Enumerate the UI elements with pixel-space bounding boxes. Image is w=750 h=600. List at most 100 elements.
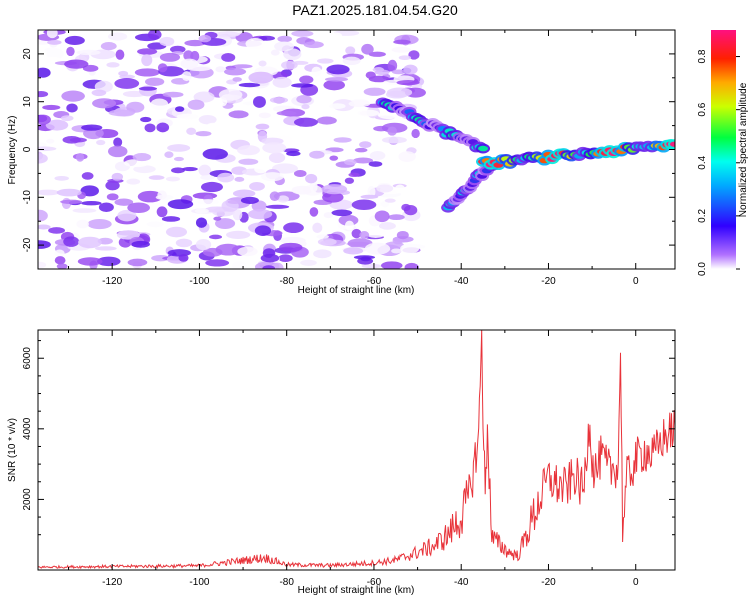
spectrogram-noise-cell: [46, 30, 58, 39]
spectrogram-noise-cell: [156, 206, 168, 218]
spectrogram-noise-cell: [368, 51, 386, 57]
spectrogram-noise-cell: [274, 41, 295, 52]
spectrogram-noise-cell: [126, 178, 141, 185]
spectrogram-noise-cell: [353, 157, 374, 164]
spectrogram-noise-cell: [134, 68, 160, 77]
snr-xtick-label: -40: [454, 577, 469, 588]
spectrogram-noise-cell: [361, 43, 374, 55]
spectrogram-noise-cell: [217, 172, 235, 183]
spectrogram-noise-cell: [106, 193, 119, 201]
spectrogram-noise-cell: [248, 71, 274, 84]
spectrogram-noise-cell: [238, 82, 261, 88]
spectrogram-noise-cell: [293, 117, 318, 127]
spectrogram-noise-cell: [351, 228, 362, 239]
spectrogram-noise-cell: [146, 221, 164, 228]
spectrogram-noise-cell: [316, 234, 329, 239]
spectrogram-noise-cell: [150, 98, 169, 111]
spectrogram-noise-cell: [411, 128, 420, 139]
spectrogram-noise-cell: [368, 161, 383, 167]
spectrogram-noise-cell: [374, 210, 390, 223]
spectrogram-noise-cell: [381, 136, 407, 144]
spectrogram-noise-cell: [398, 55, 412, 61]
spectrogram-noise-cell: [300, 259, 317, 266]
spectrogram-noise-cell: [227, 199, 242, 204]
spectrogram-noise-cell: [258, 112, 271, 119]
spectrogram-noise-cell: [200, 181, 223, 193]
spectrogram-noise-cell: [64, 59, 89, 69]
snr-series-line: [38, 330, 675, 570]
spectrogram-noise-cell: [183, 50, 194, 61]
spectrogram-noise-cell: [54, 256, 66, 265]
spectrogram-noise-cell: [161, 216, 181, 222]
spectrogram-noise-cell: [214, 31, 240, 38]
spectrogram-noise-cell: [238, 158, 259, 165]
spectrogram-noise-cell: [38, 91, 49, 98]
spectrogram-noise-cell: [198, 34, 212, 43]
spectrogram-noise-cell: [255, 123, 270, 130]
spectrogram-noise-cell: [96, 139, 106, 146]
spectrogram-ytick-label: 10: [22, 96, 33, 108]
spectrogram-noise-cell: [309, 181, 318, 193]
spectrogram-noise-cell: [269, 191, 280, 201]
spectrogram-xtick-label: -100: [189, 276, 209, 287]
spectrogram-noise-cell: [137, 48, 158, 55]
spectrogram-noise-cell: [276, 110, 297, 116]
colorbar-label: Normalized spectral amplitude: [738, 82, 749, 217]
spectrogram-noise-cell: [311, 66, 322, 77]
chart-title: PAZ1.2025.181.04.54.G20: [292, 2, 458, 18]
spectrogram-noise-cell: [344, 220, 355, 231]
spectrogram-noise-cell: [401, 203, 411, 212]
spectrogram-noise-cell: [237, 145, 260, 156]
spectrogram-noise-cell: [170, 45, 186, 54]
spectrogram-noise-cell: [114, 198, 134, 206]
spectrogram-noise-cell: [268, 152, 286, 164]
spectrogram-noise-cell: [240, 196, 259, 204]
spectrogram-ytick-label: -20: [22, 237, 33, 252]
spectrogram-noise-cell: [291, 83, 314, 88]
spectrogram-noise-cell: [345, 46, 356, 55]
spectrogram-noise-cell: [174, 106, 185, 112]
spectrogram-noise-cell: [380, 200, 390, 208]
spectrogram-noise-cell: [167, 249, 192, 257]
spectrogram-noise-cell: [144, 123, 156, 133]
spectrogram-noise-cell: [317, 238, 337, 246]
spectrogram-noise-cell: [313, 249, 332, 259]
spectrogram-noise-cell: [117, 209, 137, 222]
spectrogram-noise-cell: [215, 66, 226, 73]
spectrogram-noise-cell: [388, 214, 405, 221]
spectrogram-noise-cell: [187, 99, 205, 110]
spectrogram-noise-cell: [408, 50, 420, 60]
spectrogram-noise-cell: [254, 165, 268, 174]
spectrogram-noise-cell: [127, 202, 150, 214]
spectrogram-ytick-label: -10: [22, 190, 33, 205]
spectrogram-noise-cell: [367, 186, 376, 198]
spectrogram-noise-cell: [126, 101, 145, 113]
spectrogram-noise-cell: [141, 54, 153, 67]
spectrogram-noise-cell: [226, 230, 251, 239]
spectrogram-noise-cell: [277, 195, 289, 203]
spectrogram-noise-cell: [182, 166, 198, 172]
spectrogram-noise-cell: [262, 265, 276, 269]
spectrogram-noise-cell: [91, 89, 107, 97]
spectrogram-noise-cell: [157, 63, 168, 73]
spectrogram-noise-cell: [197, 199, 219, 205]
spectrogram-noise-cell: [38, 224, 51, 230]
spectrogram-noise-cell: [213, 216, 222, 221]
spectrogram-noise-cell: [120, 60, 130, 72]
spectrogram-noise-cell: [66, 46, 75, 57]
spectrogram-noise-cell: [54, 175, 69, 181]
spectrogram-noise-cell: [283, 48, 302, 61]
spectrogram-noise-cell: [186, 127, 197, 135]
spectrogram-noise-cell: [323, 212, 334, 219]
spectrogram-noise-cell: [393, 39, 411, 45]
snr-xtick-label: -80: [279, 577, 294, 588]
spectrogram-noise-cell: [391, 69, 406, 75]
spectrogram-noise-cell: [178, 254, 189, 262]
spectrogram-noise-cell: [376, 184, 394, 193]
spectrogram-xlabel: Height of straight line (km): [298, 285, 415, 296]
snr-xtick-label: -60: [367, 577, 382, 588]
spectrogram-noise-cell: [193, 91, 215, 103]
spectrogram-noise-cell: [357, 109, 380, 117]
spectrogram-noise-cell: [309, 207, 319, 217]
spectrogram-noise-cell: [400, 243, 420, 254]
